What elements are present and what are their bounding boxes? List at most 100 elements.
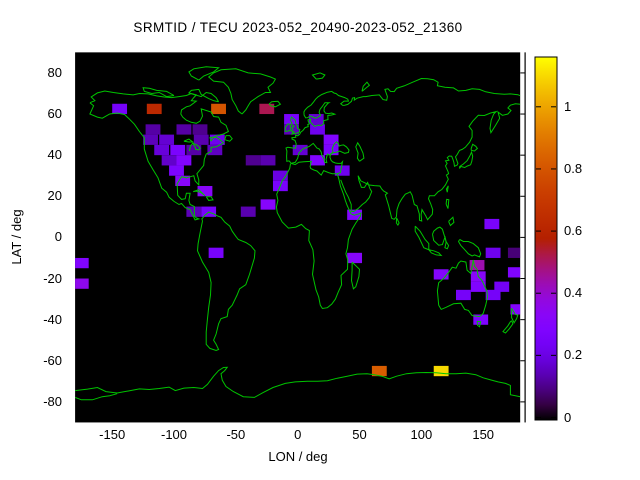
coastline: [224, 135, 233, 142]
coastline: [188, 66, 220, 81]
y-tick-label: 20: [47, 188, 62, 204]
heatmap-cell: [433, 365, 449, 377]
heatmap-cell: [209, 134, 225, 145]
heatmap-cell: [245, 155, 261, 166]
heatmap-cell: [146, 103, 162, 115]
colorbar-tick-mark: [536, 417, 541, 418]
coastline: [193, 189, 206, 197]
y-tick-label: 40: [47, 147, 62, 163]
heatmap-cell: [143, 134, 158, 145]
coastline: [448, 216, 455, 227]
plot-background: [75, 52, 521, 423]
colorbar-tick-mark: [536, 354, 541, 356]
coastline: [75, 366, 521, 398]
y-tick-mark: [520, 401, 526, 403]
colorbar-tick-mark: [551, 230, 556, 232]
coastline: [470, 143, 479, 152]
colorbar-tick-mark: [551, 292, 556, 294]
heatmap-cell: [469, 260, 485, 271]
y-tick-mark: [520, 154, 526, 156]
heatmap-cell: [455, 289, 471, 301]
y-tick-label: -80: [43, 393, 62, 409]
heatmap-cell: [292, 144, 308, 156]
heatmap-cell: [334, 165, 350, 176]
coastline: [432, 226, 446, 246]
heatmap-cell: [310, 155, 325, 166]
heatmap-cell: [259, 103, 275, 115]
coastline: [290, 141, 350, 176]
heatmap-cell: [169, 165, 184, 176]
coastline: [285, 77, 521, 164]
heatmap-cell: [75, 257, 89, 269]
heatmap-cell: [75, 278, 89, 289]
heatmap-cell: [208, 247, 224, 258]
y-tick-mark: [520, 278, 526, 280]
y-tick-label: 80: [47, 64, 62, 80]
y-tick-label: 0: [54, 229, 62, 245]
coastline: [289, 116, 301, 136]
coastline: [350, 261, 361, 290]
colorbar-tick-mark: [536, 292, 541, 294]
coastline: [436, 259, 489, 318]
y-tick-mark: [520, 195, 526, 197]
coastline: [275, 163, 362, 310]
colorbar-tick-mark: [551, 354, 556, 356]
heatmap-cell: [159, 134, 175, 145]
y-tick-label: -40: [43, 311, 62, 327]
heatmap-cell: [507, 267, 521, 278]
coastline: [444, 236, 450, 250]
heatmap-cell: [211, 103, 226, 115]
heatmap-cell: [284, 124, 299, 135]
colorbar-tick-mark: [551, 417, 556, 418]
heatmap-cell: [510, 304, 521, 315]
coastline: [502, 320, 514, 334]
heatmap-cell: [507, 247, 521, 258]
y-tick-label: -20: [43, 270, 62, 286]
y-tick-label: 60: [47, 106, 62, 122]
x-axis-label: LON / deg: [268, 449, 328, 464]
heatmap-cell: [197, 186, 213, 197]
coastline: [511, 308, 519, 324]
coastline: [445, 198, 450, 209]
heatmap-cell: [154, 144, 170, 156]
heatmap-cell: [186, 206, 202, 217]
heatmap-cell: [260, 155, 276, 166]
heatmap-cell: [161, 155, 177, 166]
colorbar-tick-label: 1: [564, 98, 572, 114]
heatmap-cell: [494, 281, 510, 292]
colorbar-tick-label: 0: [564, 409, 572, 425]
coastline: [355, 141, 365, 162]
colorbar-tick-label: 0.4: [564, 285, 583, 301]
colorbar-tick-label: 0.2: [564, 347, 583, 363]
coastline: [187, 88, 220, 103]
heatmap-cell: [145, 124, 161, 135]
coastline: [428, 249, 443, 257]
coastline: [340, 103, 521, 222]
coastline: [189, 142, 201, 152]
colorbar-tick-mark: [551, 168, 556, 170]
heatmap-cell: [112, 103, 128, 115]
coastline: [445, 185, 449, 193]
colorbar-tick-mark: [536, 106, 541, 108]
colorbar: [534, 56, 558, 421]
heatmap-cell: [284, 114, 299, 125]
heatmap-cell: [170, 144, 186, 156]
y-tick-mark: [520, 360, 526, 362]
coastline: [361, 81, 371, 92]
coastline: [207, 68, 277, 115]
heatmap-cell: [323, 144, 339, 156]
coastline: [457, 239, 482, 258]
x-tick-label: 50: [352, 427, 367, 442]
coastline: [459, 150, 474, 169]
x-tick-label: 150: [472, 427, 495, 442]
x-tick-label: -50: [226, 427, 246, 442]
heatmap-cell: [473, 314, 489, 325]
heatmap-cell: [175, 175, 191, 186]
heatmap-cell: [207, 144, 223, 156]
colorbar-tick-mark: [536, 168, 541, 170]
x-tick-label: 100: [410, 427, 433, 442]
heatmap-cell: [470, 281, 486, 292]
coastline: [476, 320, 482, 328]
heatmap-cell: [310, 124, 325, 135]
